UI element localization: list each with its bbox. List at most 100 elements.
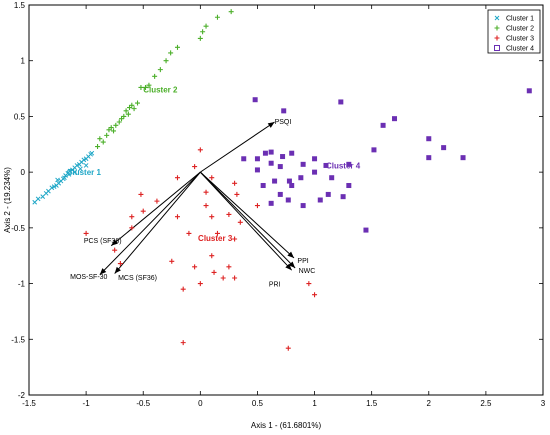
- point-cluster-3: [214, 230, 220, 236]
- point-cluster-3: [174, 175, 180, 181]
- point-cluster-3: [138, 191, 144, 197]
- vector-arrowhead: [114, 266, 121, 274]
- x-tick-label: 2: [427, 399, 432, 408]
- point-cluster-4: [346, 161, 352, 167]
- point-cluster-3: [174, 214, 180, 220]
- point-cluster-3: [203, 189, 209, 195]
- point-cluster-2: [163, 58, 169, 64]
- point-cluster-2: [135, 100, 141, 106]
- point-cluster-4: [300, 203, 306, 209]
- point-cluster-4: [260, 183, 266, 189]
- point-cluster-3: [192, 264, 198, 270]
- point-cluster-2: [200, 29, 206, 35]
- point-cluster-4: [268, 160, 274, 166]
- point-cluster-1: [81, 157, 87, 163]
- point-cluster-2: [111, 128, 117, 134]
- point-cluster-2: [143, 84, 149, 90]
- loading-vectors: PSQI PCS (SF36) MOS-SF-30 MCS (SF36) PPI NWC P…: [70, 119, 315, 289]
- point-cluster-3: [285, 345, 291, 351]
- vector-label: PCS (SF36): [84, 238, 122, 245]
- point-cluster-3: [254, 203, 260, 209]
- vector-arrowhead: [111, 239, 118, 246]
- point-cluster-3: [192, 164, 198, 170]
- point-cluster-3: [186, 230, 192, 236]
- point-cluster-3: [237, 219, 243, 225]
- point-cluster-2: [97, 136, 103, 142]
- vector-label: PRI: [269, 282, 281, 289]
- point-cluster-1: [72, 169, 78, 175]
- x-tick-label: 0: [198, 399, 203, 408]
- point-cluster-4: [262, 150, 268, 156]
- point-cluster-4: [277, 191, 283, 197]
- x-tick-label: 2.5: [480, 399, 492, 408]
- point-cluster-2: [131, 106, 137, 112]
- y-tick-label: -1: [18, 280, 26, 289]
- point-cluster-2: [197, 35, 203, 41]
- point-cluster-3: [209, 214, 215, 220]
- point-cluster-3: [209, 253, 215, 259]
- point-cluster-3: [197, 281, 203, 287]
- point-cluster-3: [306, 281, 312, 287]
- point-cluster-3: [154, 198, 160, 204]
- y-tick-label: 0: [21, 168, 26, 177]
- point-cluster-2: [138, 84, 144, 90]
- point-cluster-4: [346, 183, 352, 189]
- vector-label: NWC: [299, 268, 316, 275]
- point-cluster-2: [106, 127, 112, 133]
- point-cluster-4: [254, 156, 260, 162]
- vector-label: MCS (SF36): [118, 275, 157, 282]
- data-points: [32, 9, 532, 351]
- vector-line: [114, 171, 201, 274]
- legend-marker: [494, 15, 500, 21]
- point-cluster-2: [100, 139, 106, 145]
- legend: Cluster 1 Cluster 2 Cluster 3 Cluster 4: [487, 9, 541, 54]
- point-cluster-3: [211, 269, 217, 275]
- vector-line: [110, 171, 201, 247]
- point-cluster-4: [426, 136, 432, 142]
- point-cluster-3: [209, 175, 215, 181]
- x-tick-label: 1: [312, 399, 317, 408]
- y-tick-label: -2: [18, 391, 26, 400]
- point-cluster-2: [113, 122, 119, 128]
- point-cluster-4: [281, 108, 287, 114]
- vector-line: [199, 171, 295, 259]
- point-cluster-2: [174, 44, 180, 50]
- point-cluster-1: [67, 168, 73, 174]
- point-cluster-4: [426, 155, 432, 161]
- cluster-label: Cluster 1: [67, 168, 102, 177]
- point-cluster-3: [220, 275, 226, 281]
- point-cluster-4: [268, 149, 274, 155]
- point-cluster-4: [252, 97, 258, 103]
- point-cluster-2: [121, 113, 127, 119]
- point-cluster-4: [289, 150, 295, 156]
- x-axis-label: Axis 1 - (61.6801%): [251, 421, 322, 430]
- cluster-label: Cluster 2: [143, 86, 178, 95]
- point-cluster-4: [280, 154, 286, 160]
- point-cluster-4: [460, 155, 466, 161]
- legend-marker: [494, 25, 500, 31]
- legend-marker: [494, 35, 500, 41]
- point-cluster-2: [125, 111, 131, 117]
- y-tick-label: -1.5: [11, 335, 25, 344]
- point-cluster-1: [40, 194, 46, 200]
- y-tick-label: 0.5: [14, 112, 26, 121]
- point-cluster-3: [232, 275, 238, 281]
- point-cluster-4: [254, 167, 260, 173]
- x-tick-label: 0.5: [252, 399, 264, 408]
- point-cluster-3: [169, 258, 175, 264]
- vector-line: [200, 121, 275, 173]
- point-cluster-1: [46, 188, 51, 194]
- point-cluster-1: [55, 177, 60, 183]
- point-cluster-4: [317, 197, 323, 203]
- point-cluster-2: [108, 125, 114, 131]
- point-cluster-2: [119, 116, 125, 122]
- point-cluster-1: [78, 166, 83, 172]
- point-cluster-3: [232, 180, 238, 186]
- point-cluster-3: [226, 264, 232, 270]
- point-cluster-4: [241, 156, 247, 162]
- point-cluster-1: [89, 150, 95, 156]
- point-cluster-3: [234, 191, 240, 197]
- point-cluster-2: [203, 23, 209, 29]
- point-cluster-3: [203, 203, 209, 209]
- point-cluster-2: [146, 82, 152, 88]
